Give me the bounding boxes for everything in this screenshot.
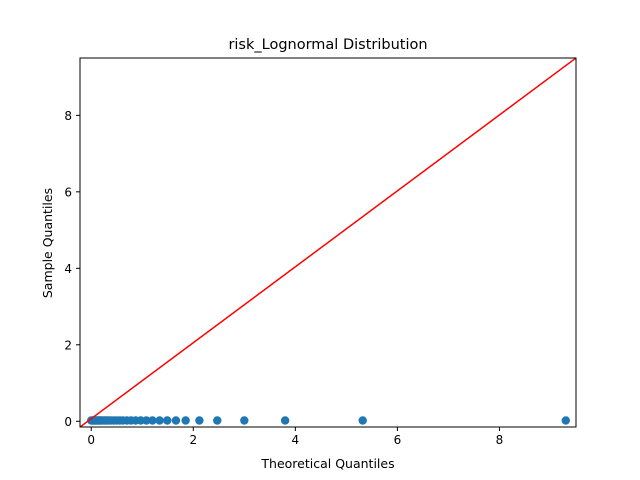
data-point: [155, 416, 164, 425]
data-point: [240, 416, 249, 425]
data-point: [561, 416, 570, 425]
x-tick-label: 8: [496, 433, 504, 447]
data-point: [213, 416, 222, 425]
data-point: [358, 416, 367, 425]
y-tick-label: 2: [64, 338, 72, 352]
data-point: [148, 416, 157, 425]
x-tick-label: 0: [87, 433, 95, 447]
plot-area: 0 2 4 6 8 0 2 4 6 8: [64, 57, 577, 447]
data-point: [171, 416, 181, 425]
chart-title: risk_Lognormal Distribution: [228, 37, 427, 53]
data-point: [163, 416, 172, 425]
data-point: [195, 416, 204, 425]
x-axis-label: Theoretical Quantiles: [260, 456, 394, 471]
reference-line: [80, 58, 576, 427]
data-point: [181, 416, 190, 425]
x-tick-label: 6: [394, 433, 402, 447]
data-point: [142, 416, 151, 425]
axes-frame: [79, 57, 577, 428]
x-tick-label: 2: [189, 433, 197, 447]
y-tick-label: 6: [64, 185, 72, 199]
y-tick-label: 0: [64, 415, 72, 429]
y-axis-label: Sample Quantiles: [40, 188, 55, 298]
y-tick-label: 4: [64, 262, 72, 276]
data-point: [280, 416, 290, 425]
x-tick-label: 4: [292, 433, 300, 447]
y-tick-label: 8: [64, 109, 72, 123]
data-layer: [80, 58, 576, 427]
